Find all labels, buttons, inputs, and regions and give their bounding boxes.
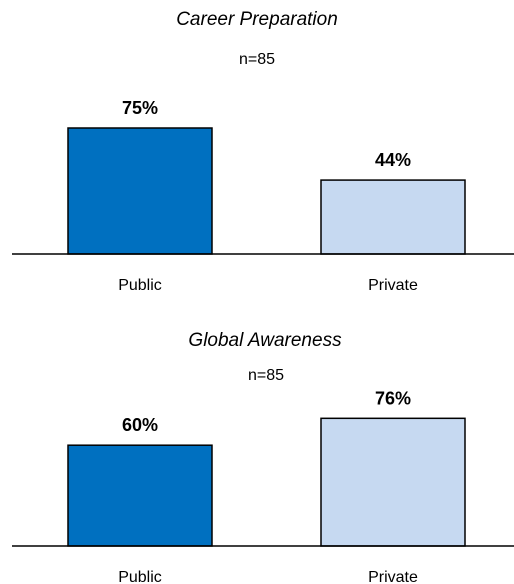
chart-career-preparation: Career Preparation n=85 75% Public 44% Priv… (12, 9, 514, 294)
x-tick-label: Private (368, 569, 418, 584)
bar-private (320, 179, 466, 255)
chart-global-awareness: Global Awareness n=85 60% Public 76% Privat… (12, 330, 514, 584)
data-label: 44% (375, 150, 411, 170)
x-tick-label: Private (368, 277, 418, 294)
x-tick-label: Public (118, 569, 162, 584)
data-label: 60% (122, 415, 158, 435)
chart-title: Career Preparation (176, 9, 338, 30)
bar-public (67, 127, 213, 255)
chart-title: Global Awareness (188, 330, 342, 351)
data-label: 76% (375, 388, 411, 408)
chart-subtitle: n=85 (248, 367, 284, 384)
bar-public (67, 444, 213, 547)
x-tick-label: Public (118, 277, 162, 294)
chart-subtitle: n=85 (239, 51, 275, 68)
data-label: 75% (122, 98, 158, 118)
bar-private (320, 417, 466, 547)
